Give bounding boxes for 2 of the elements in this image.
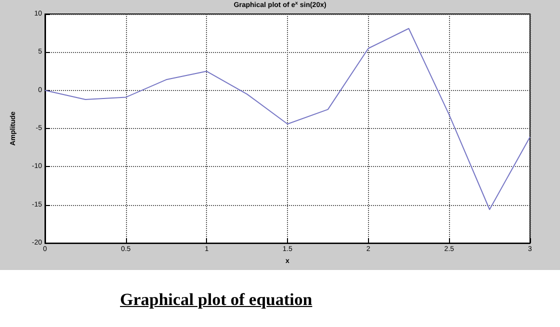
line-series [44,28,530,210]
text: Graphical plot of equation [120,290,312,310]
